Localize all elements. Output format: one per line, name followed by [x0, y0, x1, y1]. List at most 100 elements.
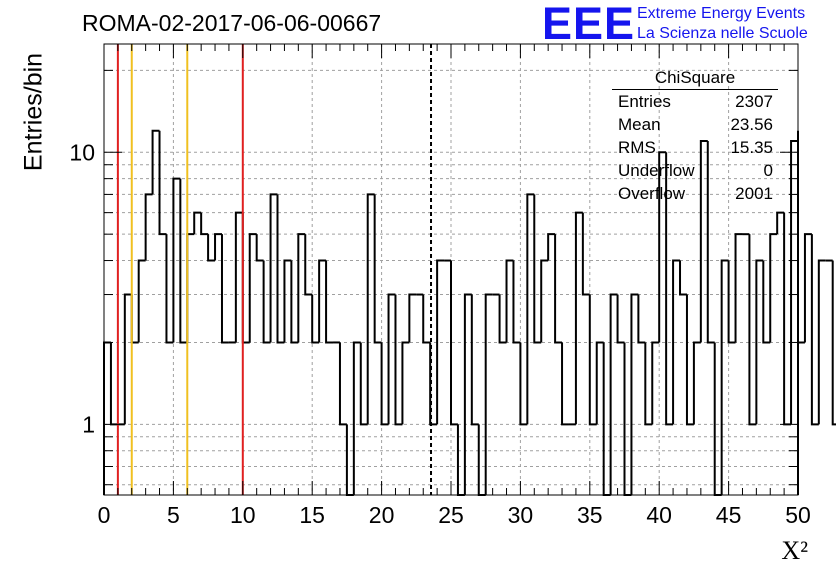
histogram-bin [144, 193, 153, 261]
axis-tick-labels: 0 5 10 15 20 25 30 35 40 45 50 1 10 [69, 139, 810, 528]
histogram-bin [248, 233, 257, 343]
stats-value: 23.56 [730, 115, 773, 134]
histogram-bin [352, 341, 361, 495]
histogram-bin [387, 293, 396, 425]
histogram-bin [380, 342, 389, 426]
histogram-bin [790, 140, 798, 425]
histogram-bin [359, 342, 368, 426]
histogram-bin [685, 294, 694, 426]
histogram-bin [810, 234, 819, 426]
histogram-bin [679, 260, 687, 296]
eee-logo: EEE [542, 0, 636, 49]
histogram-bin [797, 141, 805, 344]
histogram-bin [588, 294, 597, 426]
histogram-bin [450, 260, 458, 426]
stats-label: Overflow [618, 184, 686, 203]
histogram-bin [762, 260, 771, 344]
reference-lines [116, 44, 433, 495]
histogram-bin [547, 233, 556, 261]
histogram-bin [526, 193, 535, 425]
stats-label: Mean [618, 115, 661, 134]
histogram-bin [123, 293, 132, 425]
logo-subtitle-line1: Extreme Energy Events [637, 5, 806, 22]
histogram-bin [665, 152, 674, 426]
stats-value: 2001 [735, 184, 773, 203]
stats-value: 15.35 [730, 138, 773, 157]
stats-label: Underflow [618, 161, 695, 180]
plot-title: ROMA-02-2017-06-06-00667 [82, 10, 382, 36]
histogram-bin [401, 341, 410, 425]
histogram-bin [158, 130, 167, 236]
y-tick-label: 1 [82, 411, 95, 437]
histogram-bin [193, 211, 202, 235]
stats-row-rms: RMS 15.35 [612, 136, 778, 159]
histogram-bin [200, 212, 209, 236]
x-axis-label: X² [781, 536, 808, 565]
histogram-bin [713, 342, 722, 496]
histogram-bin [436, 259, 445, 425]
histogram-bin [394, 294, 403, 426]
stats-row-entries: Entries 2307 [612, 90, 778, 113]
histogram-bin [803, 233, 812, 343]
stats-value: 2307 [735, 92, 773, 111]
histogram-bin [130, 294, 139, 344]
histogram-bin [172, 177, 181, 343]
histogram-bin [519, 342, 528, 426]
histogram-bin [470, 294, 479, 426]
histogram-bin [637, 294, 646, 344]
histogram-bin [595, 341, 604, 425]
histogram-bin [269, 193, 278, 343]
axis-ticks [103, 44, 799, 495]
stats-value: 0 [763, 161, 773, 180]
stats-row-underflow: Underflow 0 [612, 159, 778, 182]
histogram-bin [207, 234, 216, 262]
x-tick-label: 0 [98, 502, 111, 528]
histogram-bin [720, 259, 729, 495]
y-tick-label: 10 [69, 139, 95, 165]
histogram-bin [776, 211, 785, 235]
histogram-bin [283, 259, 292, 343]
histogram-bin [581, 212, 590, 296]
histogram-bin [325, 260, 334, 344]
histogram-bin [484, 293, 493, 495]
histogram-bin [422, 294, 431, 344]
histogram-bin [137, 259, 146, 343]
histogram-bin [748, 234, 757, 426]
x-tick-label: 5 [167, 502, 180, 528]
histogram-bin [644, 342, 653, 426]
histogram-bin [262, 260, 271, 344]
histogram-bin [727, 260, 736, 344]
histogram-bin [373, 194, 382, 344]
histogram-bin [220, 234, 229, 344]
histogram-bin [276, 194, 285, 344]
histogram-bin [505, 259, 514, 343]
histogram-bin [540, 259, 549, 343]
x-tick-label: 35 [577, 502, 603, 528]
histogram-bin [630, 293, 639, 495]
histogram-bin [817, 259, 826, 425]
stats-row-mean: Mean 23.56 [612, 113, 778, 136]
histogram-bin [692, 341, 701, 425]
histogram-bin [338, 342, 347, 426]
stats-label: Entries [618, 92, 671, 111]
histogram-bin [318, 259, 327, 343]
histogram-bin [179, 178, 188, 344]
x-tick-label: 25 [438, 502, 464, 528]
histogram-bin [658, 151, 667, 343]
histogram-bin [623, 342, 632, 496]
histogram-bin [755, 259, 764, 425]
histogram-bin [290, 260, 299, 344]
histogram-bin [311, 294, 320, 344]
histogram-bin [498, 294, 507, 344]
histogram-bin [366, 193, 375, 425]
histogram-bin [651, 341, 660, 425]
x-tick-label: 50 [785, 502, 811, 528]
x-tick-label: 15 [299, 502, 325, 528]
histogram-bin [602, 342, 611, 496]
histogram-bin [255, 234, 264, 262]
histogram-bin [463, 293, 472, 495]
histogram-bin [241, 212, 250, 344]
histogram-bin [533, 194, 542, 344]
histogram-bin [512, 260, 521, 344]
